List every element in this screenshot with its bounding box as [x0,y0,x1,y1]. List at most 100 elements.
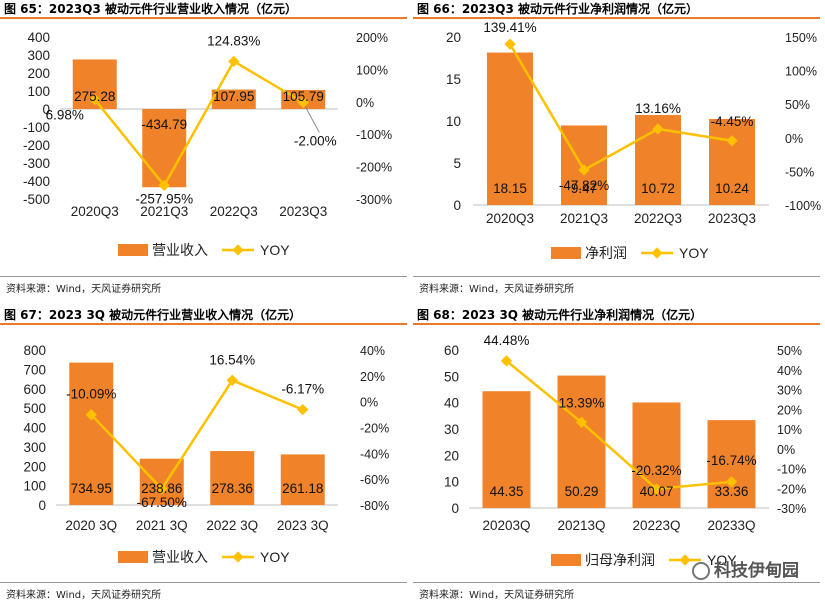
chart-panel-65: 图 65：2023Q3 被动元件行业营业收入情况（亿元） 400 300 200 10… [0,0,412,300]
source-note: 资料来源：Wind，天风证券研究所 [6,590,162,601]
y-right-tick-label: -60% [360,473,389,487]
y-left-tick-label: 800 [23,343,46,358]
chart-title: 图 68：2023 3Q 被动元件行业净利润情况（亿元） [413,306,824,325]
y-right-tick-label: 20% [360,370,385,384]
y-left-tick-label: 0 [451,501,459,516]
x-category-label: 20203Q [482,518,530,533]
y-right-tick-label: -50% [785,165,814,179]
yoy-point [228,55,240,68]
y-left-tick-label: -200 [23,138,50,153]
watermark-text: 科技伊甸园 [714,561,799,581]
yoy-value-label: -2.00% [294,133,337,148]
legend-line-marker [651,247,663,259]
bar-归母净利润 [482,391,531,508]
label-leader-line [304,106,320,133]
yoy-point [158,179,170,192]
bar-value-label: 10.24 [715,181,749,196]
y-right-tick-label: 0% [785,132,803,146]
chart-panel-66: 图 66：2023Q3 被动元件行业净利润情况（亿元） 20 15 10 5 0 150%… [413,0,825,300]
legend-bar-label: 营业收入 [152,242,208,258]
legend-line-label: YOY [707,552,737,568]
y-right-tick-label: 50% [777,344,802,358]
yoy-line [508,43,733,172]
y-right-tick-label: -80% [360,499,389,513]
y-right-tick-label: -10% [777,463,806,477]
bar-净利润 [487,52,533,205]
y-right-tick-label: 150% [785,31,817,45]
yoy-line [90,378,304,491]
yoy-point [650,483,663,495]
y-left-tick-label: 0 [453,198,461,213]
y-right-tick-label: -40% [360,447,389,461]
x-category-label: 20213Q [557,518,605,533]
bar-归母净利润 [707,420,756,508]
source-note: 资料来源：Wind，天风证券研究所 [419,284,575,295]
legend-line-marker [232,551,244,563]
y-right-tick-label: 0% [360,396,378,410]
source-note: 资料来源：Wind，天风证券研究所 [6,284,162,295]
source-divider [0,582,407,583]
yoy-value-label: 13.16% [635,101,681,116]
watermark: 科技伊甸园 [692,556,799,581]
x-category-label: 2022Q3 [210,204,258,219]
wechat-icon [692,562,710,580]
bar-value-label: 278.36 [212,481,253,496]
yoy-point [504,38,516,50]
y-left-tick-label: 0 [38,498,46,513]
yoy-line [505,359,732,491]
y-left-tick-label: 15 [446,72,461,87]
y-right-tick-label: 0% [356,96,374,110]
yoy-value-label: 44.48% [484,333,530,348]
x-category-label: 2021Q3 [560,211,608,226]
source-divider [413,582,820,583]
y-right-tick-label: 50% [785,98,810,112]
yoy-point [578,164,590,176]
y-right-tick-label: -20% [777,482,806,496]
y-left-tick-label: 500 [23,401,46,416]
y-right-tick-label: -300% [356,193,392,207]
x-category-label: 2022Q3 [634,211,682,226]
x-category-label: 2021 3Q [136,518,188,533]
y-left-tick-label: 50 [444,369,459,384]
y-left-tick-label: -300 [23,156,50,171]
bar-value-label: 40.07 [640,484,674,499]
bar-营业收入 [280,454,325,505]
y-left-tick-label: 700 [23,362,46,377]
y-right-tick-label: 20% [777,403,802,417]
yoy-value-label: 6.98% [46,108,84,123]
y-right-tick-label: 40% [360,344,385,358]
bar-value-label: 50.29 [565,484,599,499]
legend-line-label: YOY [260,242,290,258]
bar-value-label: 261.18 [282,481,323,496]
source-divider [413,276,820,277]
bar-value-label: 734.95 [71,481,112,496]
yoy-line [93,59,304,188]
y-right-tick-label: 40% [777,364,802,378]
x-category-label: 2021Q3 [140,204,188,219]
x-category-label: 2020 3Q [65,518,117,533]
x-category-label: 2023 3Q [277,518,329,533]
yoy-value-label: -10.09% [66,387,116,402]
source-note: 资料来源：Wind，天风证券研究所 [419,590,575,601]
y-left-tick-label: 200 [23,459,46,474]
y-left-tick-label: 400 [27,30,50,45]
yoy-value-label: -4.45% [711,114,754,129]
y-right-tick-label: 200% [356,31,388,45]
source-divider [0,276,407,277]
legend-line-marker [679,554,691,566]
y-right-tick-label: -100% [356,128,392,142]
y-left-tick-label: 400 [23,421,46,436]
legend-bar-label: 归母净利润 [585,552,655,568]
yoy-value-label: -67.50% [137,495,187,510]
y-right-tick-label: -30% [777,502,806,516]
y-right-tick-label: 10% [777,423,802,437]
yoy-point [156,483,168,495]
y-left-tick-label: -500 [23,192,50,207]
yoy-value-label: 139.41% [483,20,536,35]
x-category-label: 2023Q3 [279,204,327,219]
legend-bar-label: 营业收入 [152,549,208,565]
x-category-label: 2023Q3 [708,211,756,226]
y-right-tick-label: 0% [777,443,795,457]
y-right-tick-label: -200% [356,161,392,175]
bar-value-label: 18.15 [493,181,527,196]
